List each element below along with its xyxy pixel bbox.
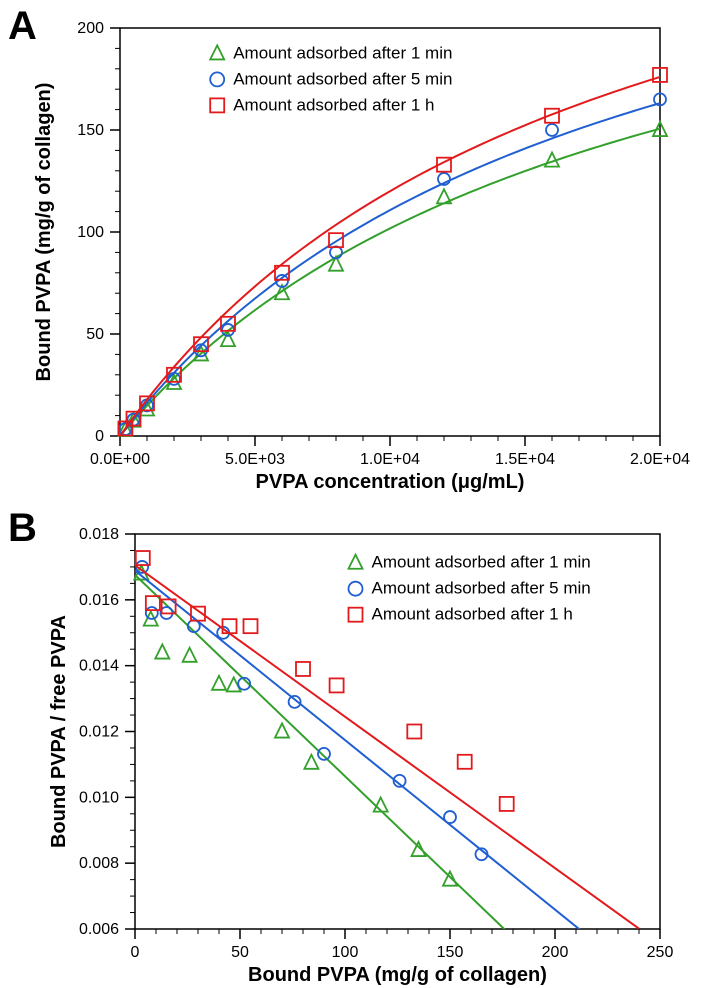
svg-text:0.014: 0.014	[79, 658, 119, 675]
svg-text:0.008: 0.008	[79, 855, 119, 872]
svg-text:Amount adsorbed after 1 min: Amount adsorbed after 1 min	[372, 553, 591, 572]
svg-text:Amount adsorbed after 1 h: Amount adsorbed after 1 h	[233, 95, 434, 114]
svg-text:1.5E+04: 1.5E+04	[495, 451, 555, 468]
svg-text:50: 50	[86, 326, 104, 343]
svg-text:0: 0	[131, 944, 140, 961]
svg-text:Amount adsorbed after 5 min: Amount adsorbed after 5 min	[233, 69, 452, 88]
svg-text:0.006: 0.006	[79, 921, 119, 938]
svg-text:0.016: 0.016	[79, 592, 119, 609]
svg-text:Bound PVPA / free PVPA: Bound PVPA / free PVPA	[48, 615, 70, 848]
figure: A B 0.0E+005.0E+031.0E+041.5E+042.0E+040…	[0, 0, 701, 988]
chart-a: 0.0E+00 5.0E+03 1.0E+04 1.5E+04 2.0E+04 0 50 10…	[0, 0, 701, 500]
svg-text:0.0E+00: 0.0E+00	[90, 451, 150, 468]
svg-text:5.0E+03: 5.0E+03	[225, 451, 285, 468]
svg-text:100: 100	[332, 944, 359, 961]
svg-text:250: 250	[647, 944, 674, 961]
svg-text:200: 200	[77, 20, 104, 37]
svg-text:0.010: 0.010	[79, 789, 119, 806]
svg-text:Bound PVPA (mg/g of collagen): Bound PVPA (mg/g of collagen)	[248, 964, 547, 986]
chart-b: 0 50 100 150 200 250 0.006 0.008 0.010 0.012 0.014…	[0, 500, 701, 988]
svg-text:PVPA concentration (μg/mL): PVPA concentration (μg/mL)	[256, 471, 525, 493]
svg-text:150: 150	[437, 944, 464, 961]
svg-text:150: 150	[77, 122, 104, 139]
svg-text:0.018: 0.018	[79, 526, 119, 543]
svg-text:1.0E+04: 1.0E+04	[360, 451, 420, 468]
svg-text:0.012: 0.012	[79, 724, 119, 741]
svg-text:Amount adsorbed after 1 h: Amount adsorbed after 1 h	[372, 605, 573, 624]
svg-text:100: 100	[77, 224, 104, 241]
svg-text:50: 50	[231, 944, 249, 961]
svg-text:0: 0	[95, 428, 104, 445]
svg-text:Amount adsorbed after 1 min: Amount adsorbed after 1 min	[233, 43, 452, 62]
svg-text:2.0E+04: 2.0E+04	[630, 451, 690, 468]
svg-text:Amount adsorbed after 5 min: Amount adsorbed after 5 min	[372, 579, 591, 598]
svg-text:200: 200	[542, 944, 569, 961]
svg-text:Bound PVPA (mg/g of collagen): Bound PVPA (mg/g of collagen)	[33, 83, 55, 382]
